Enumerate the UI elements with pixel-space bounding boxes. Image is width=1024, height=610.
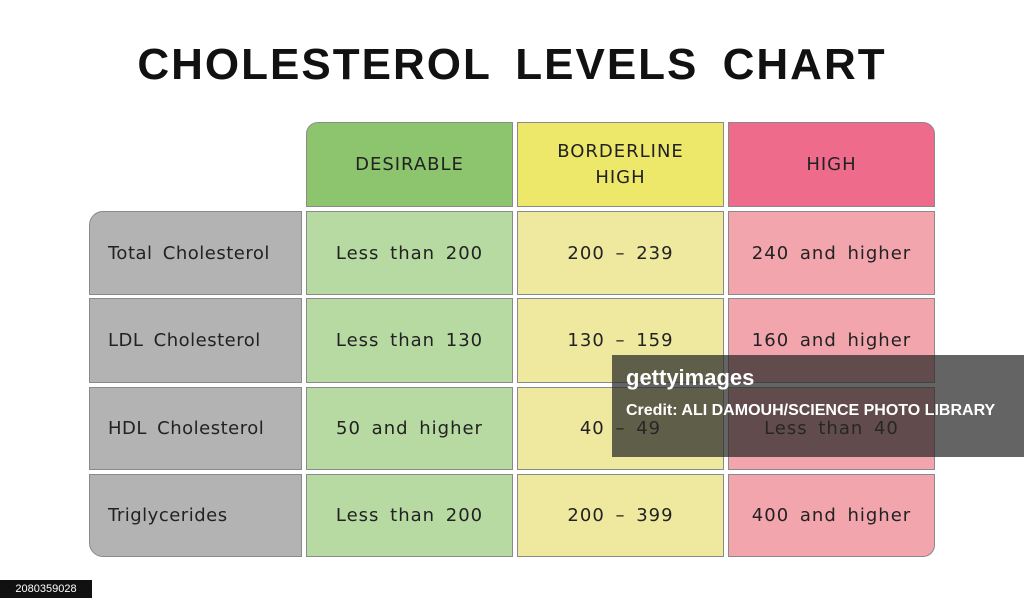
image-id: 2080359028 bbox=[0, 580, 92, 598]
column-header: HIGH bbox=[728, 122, 935, 207]
table-cell: 400 and higher bbox=[728, 474, 935, 557]
column-header: BORDERLINE HIGH bbox=[517, 122, 724, 207]
table-cell: 200 – 239 bbox=[517, 211, 724, 295]
table-cell: Less than 200 bbox=[306, 474, 513, 557]
watermark-logo: gettyimages bbox=[626, 365, 755, 390]
table-cell: 50 and higher bbox=[306, 387, 513, 470]
table-cell: 240 and higher bbox=[728, 211, 935, 295]
table-cell: 200 – 399 bbox=[517, 474, 724, 557]
watermark: gettyimages Credit: ALI DAMOUH/SCIENCE P… bbox=[612, 355, 1024, 457]
row-label: Triglycerides bbox=[89, 474, 302, 557]
watermark-credit: Credit: ALI DAMOUH/SCIENCE PHOTO LIBRARY bbox=[626, 402, 996, 419]
title: CHOLESTEROL LEVELS CHART bbox=[137, 40, 887, 89]
row-label: Total Cholesterol bbox=[89, 211, 302, 295]
table-cell: Less than 130 bbox=[306, 298, 513, 383]
table-cell: Less than 200 bbox=[306, 211, 513, 295]
row-label: LDL Cholesterol bbox=[89, 298, 302, 383]
column-header: DESIRABLE bbox=[306, 122, 513, 207]
row-label: HDL Cholesterol bbox=[89, 387, 302, 470]
